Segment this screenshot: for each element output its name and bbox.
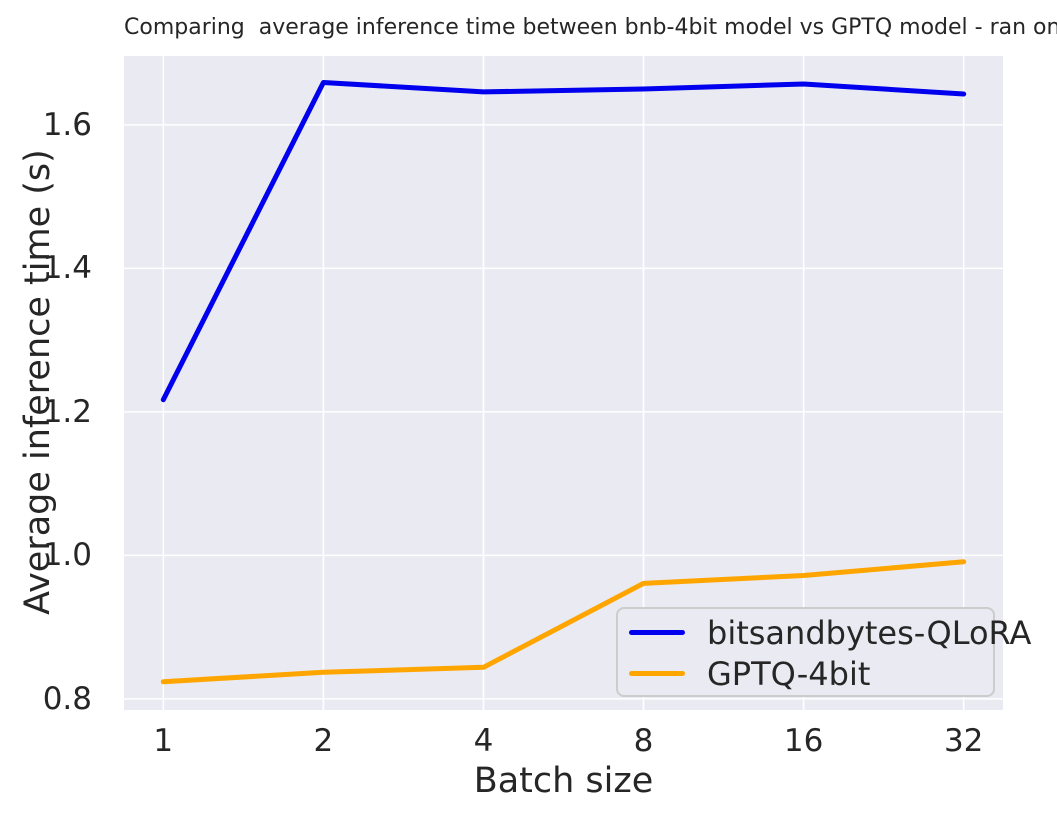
- chart-title: Comparing average inference time between…: [124, 15, 1057, 40]
- plot-area: bitsandbytes-QLoRA GPTQ-4bit: [124, 56, 1031, 710]
- y-tick-label: 1.2: [42, 393, 92, 430]
- legend-label: bitsandbytes-QLoRA: [707, 613, 1032, 652]
- series-line-bitsandbytes-QLoRA: [160, 80, 967, 403]
- y-tick-label: 0.8: [42, 680, 92, 717]
- legend-entry: bitsandbytes-QLoRA: [618, 612, 1031, 653]
- chart-legend: bitsandbytes-QLoRA GPTQ-4bit: [616, 607, 1031, 697]
- chart-canvas: [124, 56, 1003, 710]
- x-tick-label: 16: [783, 723, 824, 759]
- x-tick-label: 1: [153, 723, 174, 759]
- x-tick-label: 4: [473, 723, 494, 759]
- y-tick-label: 1.6: [42, 106, 92, 143]
- y-tick-label: 1.0: [42, 537, 92, 574]
- x-tick-label: 2: [313, 723, 334, 759]
- legend-line-sample-orange: [629, 671, 685, 676]
- legend-entry: GPTQ-4bit: [618, 653, 993, 694]
- y-tick-label: 1.4: [42, 250, 92, 287]
- x-tick-label: 32: [943, 723, 984, 759]
- legend-line-sample-blue: [629, 630, 685, 635]
- x-axis-label: Batch size: [473, 761, 654, 801]
- legend-label: GPTQ-4bit: [707, 654, 871, 693]
- x-tick-label: 8: [633, 723, 654, 759]
- series-line-GPTQ-4bit: [160, 559, 967, 685]
